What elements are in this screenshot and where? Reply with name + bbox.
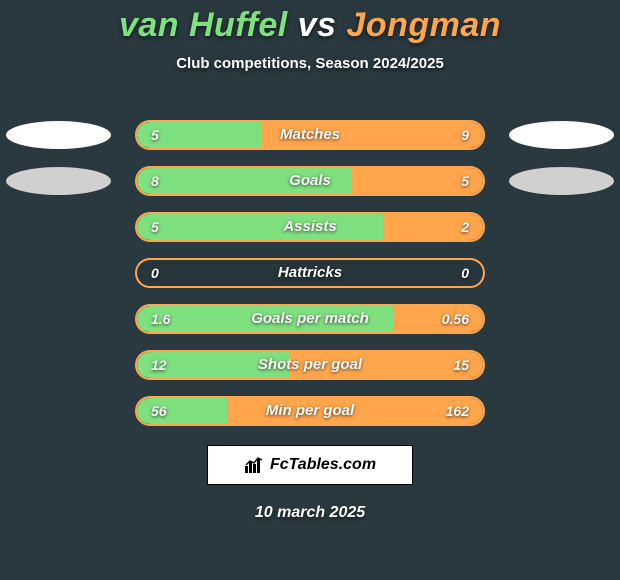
brand-text: FcTables.com xyxy=(270,456,376,474)
avatar-placeholder xyxy=(6,167,111,195)
stat-bar: 1215Shots per goal xyxy=(135,350,485,380)
page-title: van Huffel vs Jongman xyxy=(0,0,620,45)
value-player-a: 0 xyxy=(151,260,159,288)
fill-player-a xyxy=(137,214,383,240)
stat-bar: 85Goals xyxy=(135,166,485,196)
fill-player-b xyxy=(262,122,483,148)
stat-bar: 56162Min per goal xyxy=(135,396,485,426)
avatar-placeholder xyxy=(509,167,614,195)
stat-row: 85Goals xyxy=(0,164,620,198)
fill-player-a xyxy=(137,122,262,148)
barchart-icon xyxy=(244,456,264,474)
stat-bar: 59Matches xyxy=(135,120,485,150)
fill-player-a xyxy=(137,168,352,194)
stat-row: 59Matches xyxy=(0,118,620,152)
comparison-infographic: van Huffel vs Jongman Club competitions,… xyxy=(0,0,620,580)
fill-player-b xyxy=(393,306,483,332)
stat-bar: 0 0Hattricks xyxy=(135,258,485,288)
stat-bar: 52Assists xyxy=(135,212,485,242)
fill-player-a xyxy=(137,306,393,332)
subtitle: Club competitions, Season 2024/2025 xyxy=(0,55,620,72)
brand-badge: FcTables.com xyxy=(207,445,413,485)
avatar-placeholder xyxy=(6,121,111,149)
fill-player-b xyxy=(352,168,483,194)
stat-label: Hattricks xyxy=(137,260,483,288)
stat-row: 1215Shots per goal xyxy=(0,348,620,382)
player-a-name: van Huffel xyxy=(119,6,288,44)
stat-row: 0 0Hattricks xyxy=(0,256,620,290)
player-b-name: Jongman xyxy=(346,6,501,44)
fill-player-b xyxy=(227,398,483,424)
stat-row: 52Assists xyxy=(0,210,620,244)
vs-word: vs xyxy=(298,6,337,44)
value-player-b: 0 xyxy=(461,260,469,288)
fill-player-b xyxy=(383,214,483,240)
date: 10 march 2025 xyxy=(0,504,620,522)
stat-bar: 1.60.56Goals per match xyxy=(135,304,485,334)
avatar-placeholder xyxy=(509,121,614,149)
fill-player-a xyxy=(137,398,227,424)
fill-player-b xyxy=(289,352,483,378)
fill-player-a xyxy=(137,352,289,378)
stat-row: 56162Min per goal xyxy=(0,394,620,428)
stat-rows: 59Matches 85Goals 52Assists 0 0Hattricks 1.60… xyxy=(0,118,620,440)
stat-row: 1.60.56Goals per match xyxy=(0,302,620,336)
